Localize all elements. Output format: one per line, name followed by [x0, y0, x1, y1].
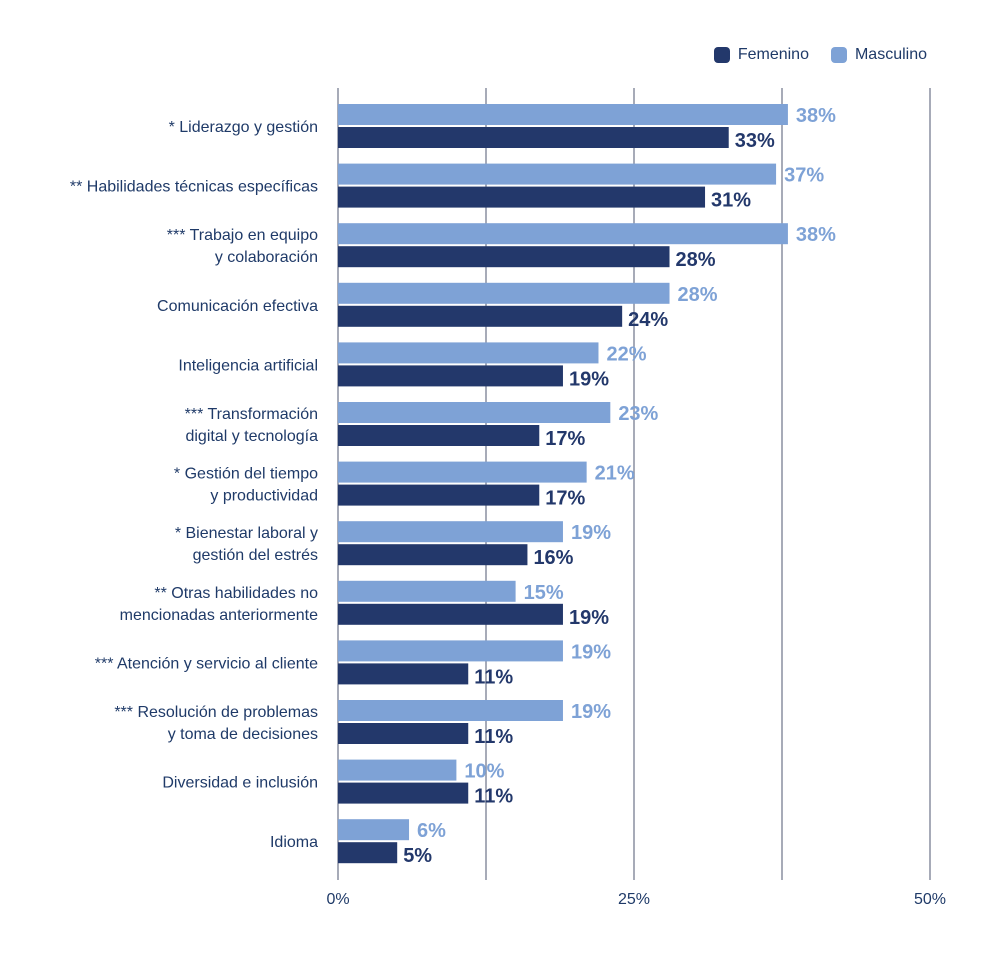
bar-masculino-otras-habilidades-no-mencionadas-anteriormente	[338, 580, 516, 602]
bar-femenino-otras-habilidades-no-mencionadas-anteriormente	[338, 603, 563, 625]
bar-masculino-trabajo-en-equipo-y-colaboracion	[338, 223, 788, 245]
bar-femenino-liderazgo-y-gestion	[338, 127, 729, 148]
gridlines	[337, 88, 931, 880]
x-tick-label-0: 0%	[326, 891, 349, 908]
bar-masculino-liderazgo-y-gestion	[338, 104, 788, 125]
value-label-masculino-atencion-y-servicio-al-cliente: 19%	[571, 641, 611, 663]
value-label-masculino-diversidad-e-inclusion: 10%	[464, 761, 504, 783]
category-label-comunicacion-efectiva: Comunicación efectiva	[157, 298, 318, 315]
bar-femenino-bienestar-laboral-y-gestion-del-estres	[338, 544, 528, 566]
bar-femenino-gestion-del-tiempo-y-productividad	[338, 484, 540, 506]
category-label-otras-habilidades-no-mencionadas-anteriormente: ** Otras habilidades no mencionadas anter…	[120, 585, 318, 624]
value-label-femenino-idioma: 5%	[403, 845, 432, 867]
bar-masculino-bienestar-laboral-y-gestion-del-estres	[338, 521, 563, 543]
bars: 38% 33% 37% 31% 38% 28% 28% 24% 22% 19% 23% 17% 21% 1…	[338, 104, 836, 867]
bar-femenino-resolucion-de-problemas-y-toma-de-decisiones	[338, 723, 469, 744]
category-label-transformacion-digital-y-tecnologia: *** Transformación digital y tecnología	[185, 406, 318, 445]
value-label-femenino-otras-habilidades-no-mencionadas-anteriormente: 19%	[569, 607, 609, 629]
bar-femenino-idioma	[338, 842, 398, 864]
bar-femenino-trabajo-en-equipo-y-colaboracion	[338, 246, 670, 268]
value-label-femenino-trabajo-en-equipo-y-colaboracion: 28%	[676, 249, 716, 271]
x-tick-label-2: 50%	[914, 891, 946, 908]
bar-femenino-atencion-y-servicio-al-cliente	[338, 663, 469, 685]
value-label-femenino-bienestar-laboral-y-gestion-del-estres: 16%	[533, 547, 573, 569]
bar-femenino-inteligencia-artificial	[338, 365, 563, 387]
value-label-masculino-bienestar-laboral-y-gestion-del-estres: 19%	[571, 522, 611, 544]
category-label-bienestar-laboral-y-gestion-del-estres: * Bienestar laboral y gestión del estrés	[175, 525, 318, 564]
bar-masculino-diversidad-e-inclusion	[338, 759, 457, 781]
category-label-inteligencia-artificial: Inteligencia artificial	[178, 357, 318, 374]
category-label-gestion-del-tiempo-y-productividad: * Gestión del tiempo y productividad	[174, 466, 318, 505]
bar-femenino-diversidad-e-inclusion	[338, 782, 469, 804]
category-label-resolucion-de-problemas-y-toma-de-decisiones: *** Resolución de problemas y toma de dec…	[114, 704, 318, 743]
category-label-diversidad-e-inclusion: Diversidad e inclusión	[162, 775, 318, 792]
bar-masculino-inteligencia-artificial	[338, 342, 599, 364]
legend-swatch-femenino	[713, 47, 730, 63]
legend-item-femenino: Femenino	[713, 46, 809, 64]
value-label-masculino-inteligencia-artificial: 22%	[606, 343, 646, 365]
legend-swatch-masculino	[830, 47, 847, 63]
value-label-femenino-liderazgo-y-gestion: 33%	[735, 130, 775, 152]
value-label-masculino-resolucion-de-problemas-y-toma-de-decisiones: 19%	[571, 701, 611, 723]
bar-femenino-transformacion-digital-y-tecnologia	[338, 425, 540, 446]
bar-masculino-atencion-y-servicio-al-cliente	[338, 640, 563, 662]
category-label-liderazgo-y-gestion: * Liderazgo y gestión	[169, 119, 318, 136]
value-label-masculino-comunicacion-efectiva: 28%	[678, 284, 718, 306]
bar-femenino-comunicacion-efectiva	[338, 305, 623, 327]
legend: Femenino Masculino	[713, 46, 927, 64]
bar-masculino-comunicacion-efectiva	[338, 282, 670, 304]
bar-masculino-resolucion-de-problemas-y-toma-de-decisiones	[338, 700, 563, 721]
value-label-femenino-diversidad-e-inclusion: 11%	[474, 786, 513, 808]
value-label-femenino-transformacion-digital-y-tecnologia: 17%	[545, 428, 585, 450]
value-label-femenino-gestion-del-tiempo-y-productividad: 17%	[545, 488, 585, 510]
bar-masculino-transformacion-digital-y-tecnologia	[338, 402, 611, 423]
value-label-femenino-inteligencia-artificial: 19%	[569, 368, 609, 390]
bar-masculino-habilidades-tecnicas-especificas	[338, 163, 777, 185]
x-axis-ticks: 0% 25% 50%	[326, 891, 946, 908]
category-label-atencion-y-servicio-al-cliente: *** Atención y servicio al cliente	[95, 655, 318, 672]
bar-femenino-habilidades-tecnicas-especificas	[338, 186, 706, 208]
category-label-trabajo-en-equipo-y-colaboracion: *** Trabajo en equipo y colaboración	[167, 227, 318, 266]
value-label-masculino-gestion-del-tiempo-y-productividad: 21%	[595, 463, 635, 485]
category-label-habilidades-tecnicas-especificas: ** Habilidades técnicas específicas	[70, 179, 318, 196]
category-label-idioma: Idioma	[270, 834, 318, 851]
value-label-masculino-otras-habilidades-no-mencionadas-anteriormente: 15%	[524, 582, 564, 604]
value-label-femenino-resolucion-de-problemas-y-toma-de-decisiones: 11%	[474, 726, 513, 748]
value-label-femenino-comunicacion-efectiva: 24%	[628, 309, 668, 331]
category-labels: * Liderazgo y gestión ** Habilidades técn…	[70, 119, 318, 851]
value-label-masculino-trabajo-en-equipo-y-colaboracion: 38%	[796, 224, 836, 246]
x-tick-label-1: 25%	[618, 891, 650, 908]
bar-masculino-idioma	[338, 819, 410, 841]
value-label-femenino-atencion-y-servicio-al-cliente: 11%	[474, 666, 513, 688]
value-label-masculino-liderazgo-y-gestion: 38%	[796, 105, 836, 127]
value-label-masculino-transformacion-digital-y-tecnologia: 23%	[618, 403, 658, 425]
legend-label-masculino: Masculino	[854, 46, 927, 63]
value-label-masculino-habilidades-tecnicas-especificas: 37%	[784, 165, 824, 187]
value-label-femenino-habilidades-tecnicas-especificas: 31%	[711, 190, 751, 212]
bar-masculino-gestion-del-tiempo-y-productividad	[338, 461, 587, 483]
legend-item-masculino: Masculino	[830, 46, 927, 64]
legend-label-femenino: Femenino	[737, 46, 809, 63]
value-label-masculino-idioma: 6%	[417, 820, 446, 842]
